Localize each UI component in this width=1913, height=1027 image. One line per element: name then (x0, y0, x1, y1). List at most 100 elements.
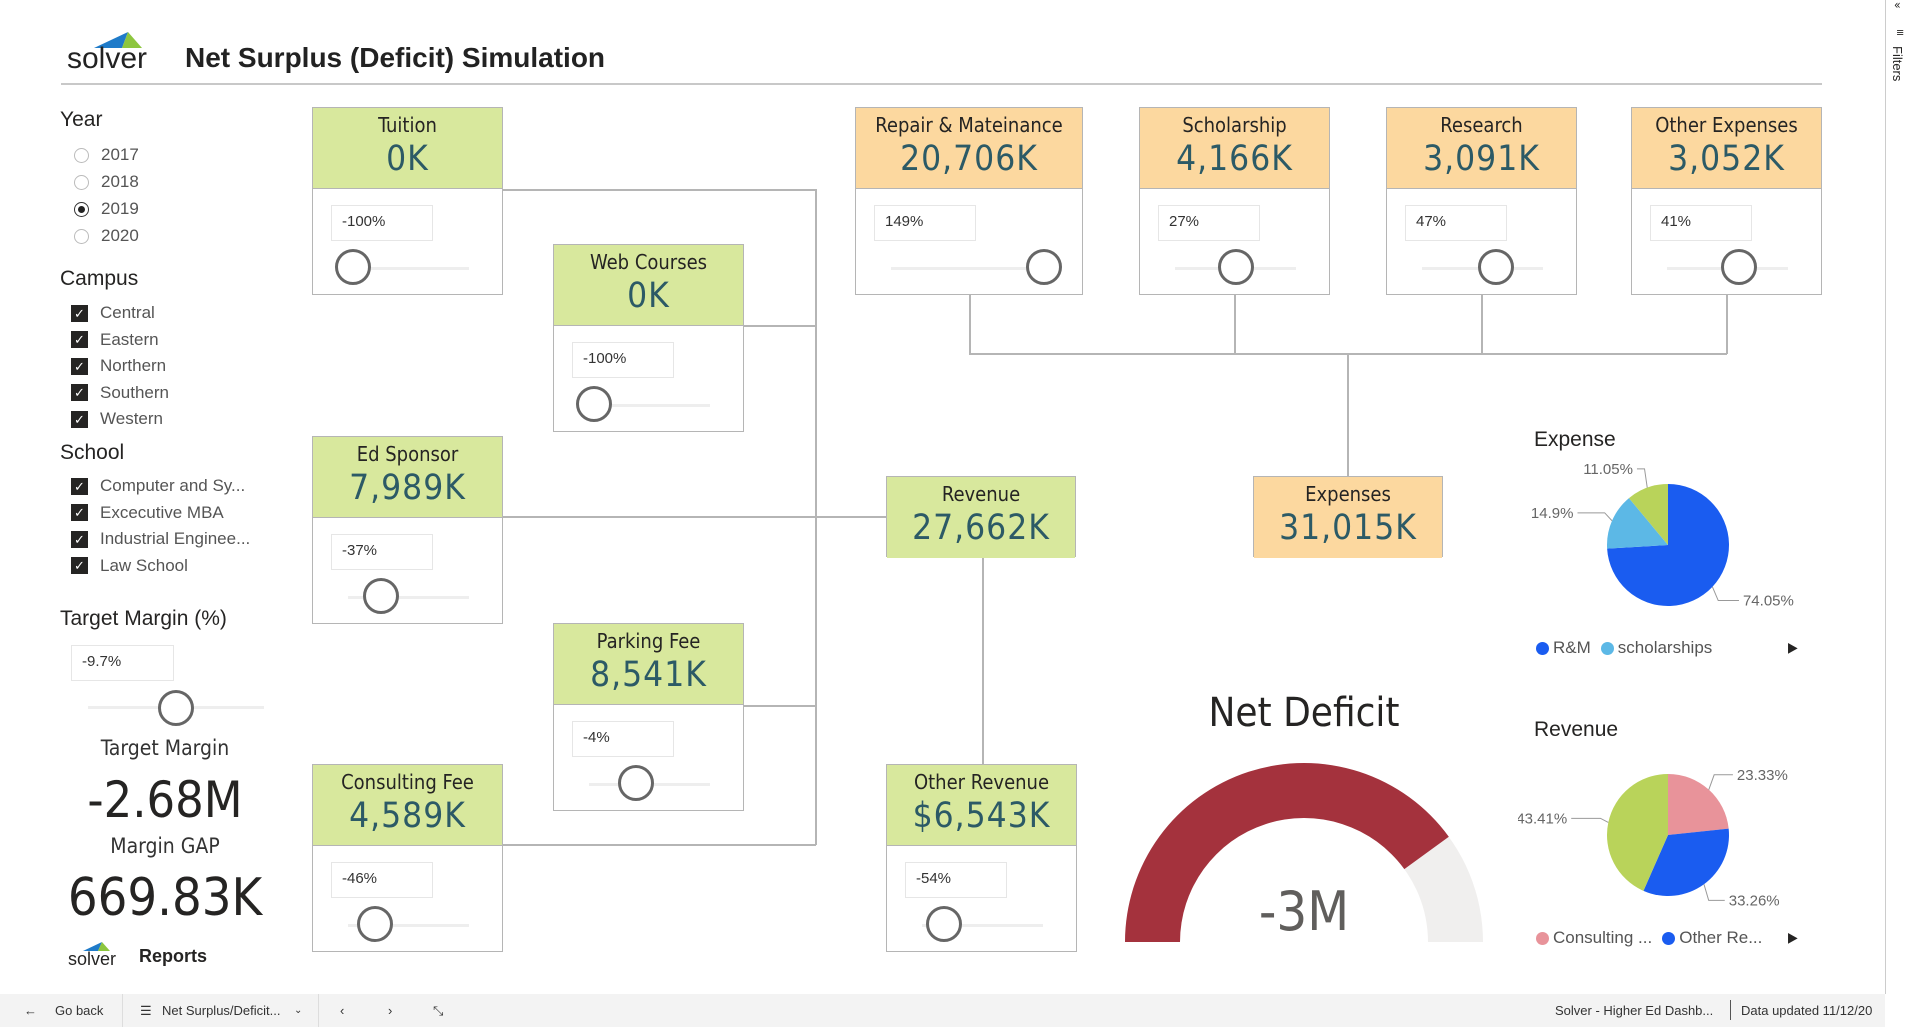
other-revenue-percent-input[interactable]: -54% (905, 862, 1007, 898)
tuition-slider-knob[interactable] (335, 249, 371, 285)
pie-slice[interactable] (1607, 774, 1668, 891)
campus-option[interactable]: ✓ Central (71, 303, 155, 323)
checkbox-checked-icon[interactable]: ✓ (71, 331, 88, 348)
solver-reports-logo: solver Reports (68, 940, 238, 974)
legend-item[interactable]: Consulting ... (1536, 928, 1652, 948)
solver-logo: solver (67, 28, 162, 76)
pie-leader-line (1708, 774, 1733, 790)
repair-slider-track[interactable] (891, 267, 1049, 270)
go-back-button[interactable]: Go back (55, 1003, 104, 1018)
parking-fee-percent-input[interactable]: -4% (572, 721, 674, 757)
campus-option[interactable]: ✓ Southern (71, 383, 169, 403)
checkbox-checked-icon[interactable]: ✓ (71, 304, 88, 322)
card-title: Other Revenue (913, 770, 1050, 794)
year-option-2018[interactable]: 2018 (74, 172, 139, 192)
card-header: Repair & Mateinance 20,706K (856, 108, 1082, 189)
campus-option[interactable]: ✓ Eastern (71, 330, 159, 350)
tuition-slider-track[interactable] (348, 267, 469, 270)
pie-slice[interactable] (1668, 774, 1729, 835)
scholarship-slider-knob[interactable] (1217, 249, 1254, 285)
legend-item[interactable]: R&M (1536, 638, 1591, 658)
repair-slider-knob[interactable] (1026, 249, 1062, 285)
school-option[interactable]: ✓ Law School (71, 556, 188, 576)
research-percent-input[interactable]: 47% (1405, 205, 1507, 241)
radio-button[interactable] (74, 147, 89, 163)
back-arrow-icon[interactable]: ← (24, 1003, 37, 1018)
repair-percent-input[interactable]: 149% (874, 205, 976, 241)
pie-slice[interactable] (1607, 484, 1729, 606)
legend-next-arrow-icon[interactable]: ▶ (1788, 930, 1798, 946)
campus-option[interactable]: ✓ Northern (71, 356, 166, 376)
campus-option[interactable]: ✓ Western (71, 409, 163, 429)
divider (318, 994, 319, 1027)
legend-label: scholarships (1617, 638, 1713, 657)
pie-leader-line (1636, 468, 1648, 488)
checkbox-checked-icon[interactable]: ✓ (71, 530, 88, 548)
legend-dot (1536, 641, 1549, 655)
tuition-percent-input[interactable]: -100% (331, 205, 433, 241)
ed-sponsor-percent-input[interactable]: -37% (331, 534, 433, 570)
checkbox-checked-icon[interactable]: ✓ (71, 410, 88, 428)
header-divider (61, 83, 1822, 85)
consulting-fee-slider-track[interactable] (348, 924, 469, 927)
parking-fee-slider-knob[interactable] (618, 765, 655, 801)
year-option-2019[interactable]: 2019 (74, 199, 139, 219)
legend-item[interactable]: scholarships (1600, 638, 1713, 658)
repair-card: Repair & Mateinance 20,706K 149% (855, 107, 1083, 295)
card-title: Parking Fee (596, 629, 701, 653)
checkbox-checked-icon[interactable]: ✓ (71, 504, 88, 521)
target-margin-slider-knob[interactable] (158, 690, 194, 726)
consulting-fee-slider-knob[interactable] (357, 906, 394, 942)
other-expenses-percent-input[interactable]: 41% (1650, 205, 1752, 241)
scholarship-card: Scholarship 4,166K 27% (1139, 107, 1330, 295)
legend-dot (1600, 641, 1614, 655)
school-option-label: Computer and Sy... (100, 476, 246, 495)
card-header: Other Revenue $6,543K (887, 765, 1076, 846)
next-page-button[interactable]: › (388, 1003, 393, 1018)
radio-button[interactable] (74, 174, 89, 190)
checkbox-checked-icon[interactable]: ✓ (71, 557, 88, 574)
other-revenue-slider-knob[interactable] (925, 906, 962, 942)
campus-option-label: Western (100, 409, 163, 428)
pie-slice[interactable] (1607, 498, 1668, 549)
target-margin-input[interactable]: -9.7% (71, 645, 174, 681)
other-revenue-slider-track[interactable] (922, 924, 1043, 927)
scholarship-percent-input[interactable]: 27% (1158, 205, 1260, 241)
web-courses-slider-track[interactable] (589, 404, 710, 407)
year-slicer-title: Year (60, 108, 103, 131)
school-option[interactable]: ✓ Excecutive MBA (71, 503, 224, 523)
pie-data-label: 14.9% (1531, 505, 1574, 522)
chevron-down-icon[interactable]: ⌄ (294, 1005, 303, 1016)
consulting-fee-percent-input[interactable]: -46% (331, 862, 433, 898)
year-option-2017[interactable]: 2017 (74, 145, 139, 165)
pie-data-label: 33.26% (1729, 892, 1780, 909)
checkbox-checked-icon[interactable]: ✓ (71, 477, 88, 495)
web-courses-percent-input[interactable]: -100% (572, 342, 674, 378)
ed-sponsor-slider-track[interactable] (348, 596, 469, 599)
school-option[interactable]: ✓ Computer and Sy... (71, 476, 245, 496)
legend-next-arrow-icon[interactable]: ▶ (1788, 640, 1798, 656)
year-option-label: 2018 (101, 172, 139, 191)
pie-slice[interactable] (1643, 828, 1729, 896)
research-slider-knob[interactable] (1477, 249, 1514, 285)
pie-leader-line (1703, 884, 1725, 901)
page-selector[interactable]: Net Surplus/Deficit... (162, 1003, 281, 1018)
tuition-card: Tuition 0K -100% (312, 107, 503, 295)
legend-item[interactable]: Other Re... (1662, 928, 1762, 948)
fullscreen-exit-icon[interactable]: ⤡ (433, 1003, 444, 1018)
previous-page-button[interactable]: ‹ (340, 1003, 345, 1018)
school-option[interactable]: ✓ Industrial Enginee... (71, 529, 250, 549)
radio-button[interactable] (74, 201, 89, 217)
checkbox-checked-icon[interactable]: ✓ (71, 357, 88, 375)
checkbox-checked-icon[interactable]: ✓ (71, 384, 88, 401)
ed-sponsor-slider-knob[interactable] (362, 578, 399, 614)
radio-button[interactable] (74, 228, 89, 244)
other-expenses-slider-knob[interactable] (1720, 249, 1757, 285)
web-courses-slider-knob[interactable] (576, 386, 612, 422)
year-option-label: 2019 (101, 199, 139, 218)
connector (743, 705, 816, 707)
year-option-2020[interactable]: 2020 (74, 226, 139, 246)
filters-pane-toggle[interactable]: « ≡ Filters (1885, 0, 1913, 994)
pie-slice[interactable] (1628, 484, 1668, 545)
other-revenue-card: Other Revenue $6,543K -54% (886, 764, 1077, 952)
